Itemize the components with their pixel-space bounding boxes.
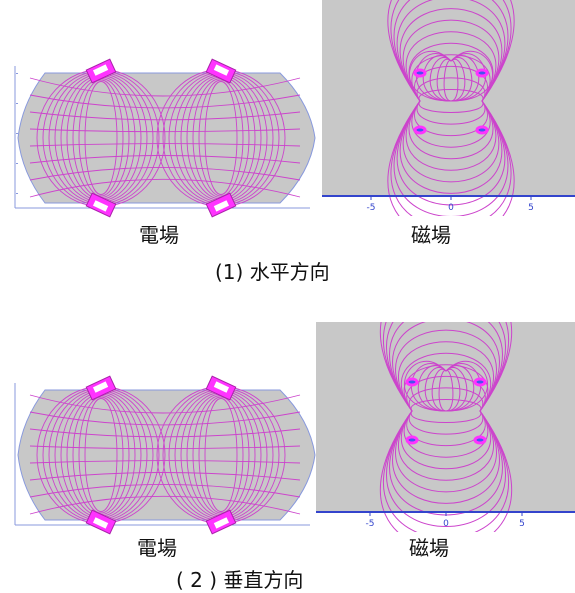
figure-vertical: -5 0 5 電場 磁場 ( 2 ) 垂直方向 [0, 320, 575, 592]
magnetic-field-svg-2: -5 0 5 [316, 322, 575, 532]
tick-label: 0 [448, 203, 454, 213]
magnetic-field-region [316, 322, 575, 512]
electrodes [85, 375, 237, 535]
magnetic-field-label: 磁場 [411, 223, 451, 247]
tick-label: 5 [528, 203, 534, 213]
electric-field-svg-1 [14, 58, 316, 218]
tick-label: 0 [443, 519, 449, 529]
tick-label: 5 [519, 519, 525, 529]
electric-field-region [17, 72, 316, 204]
magnetic-field-plot-2: -5 0 5 [316, 322, 575, 532]
magnetic-field-label: 磁場 [409, 536, 449, 560]
figure-caption: ( 2 ) 垂直方向 [176, 568, 304, 592]
electric-field-label: 電場 [137, 536, 177, 560]
magnetic-field-lines [379, 322, 513, 532]
magnet-poles [413, 68, 489, 135]
magnetic-field-plot-1: -5 0 5 [322, 0, 575, 216]
electric-field-plot-1 [0, 58, 318, 218]
electric-field-svg-2 [14, 375, 316, 535]
electric-field-label: 電場 [139, 223, 179, 247]
figure-caption: (1) 水平方向 [215, 260, 330, 284]
magnetic-field-svg-1: -5 0 5 [322, 0, 575, 216]
electric-field-region [17, 389, 316, 521]
magnetic-field-lines [387, 0, 515, 216]
tick-label: -5 [367, 203, 376, 213]
figure-horizontal: -5 0 5 電場 磁場 (1) 水平方向 [0, 0, 575, 290]
electric-field-plot-2 [0, 375, 318, 535]
magnetic-field-region [322, 0, 575, 195]
tick-label: -5 [366, 519, 375, 529]
magnet-poles [405, 377, 487, 445]
